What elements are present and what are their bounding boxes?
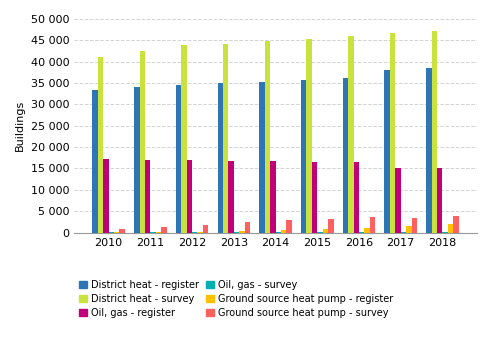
Bar [442,232,448,233]
Bar [134,87,140,233]
Bar [431,31,437,233]
Bar [176,85,181,233]
Bar [453,216,459,233]
Bar [365,228,370,233]
Bar [120,229,125,233]
Bar [161,227,167,233]
Bar [400,232,406,233]
Bar [197,232,203,233]
Bar [203,225,208,233]
Bar [109,232,114,233]
Bar [354,162,359,233]
Bar [259,82,265,233]
Bar [181,45,186,233]
Bar [228,161,234,233]
Bar [270,161,276,233]
Bar [307,39,312,233]
Bar [192,232,197,233]
Bar [406,226,411,233]
Bar [245,222,250,233]
Bar [301,80,307,233]
Bar [343,78,348,233]
Bar [156,232,161,233]
Bar [286,220,292,233]
Bar [114,232,120,233]
Bar [103,159,109,233]
Bar [395,168,400,233]
Bar [437,168,442,233]
Bar [359,232,365,233]
Bar [217,83,223,233]
Bar [411,217,417,233]
Y-axis label: Buildings: Buildings [15,100,25,151]
Bar [239,231,245,233]
Bar [186,160,192,233]
Bar [145,160,151,233]
Bar [317,232,323,233]
Bar [92,90,98,233]
Bar [151,232,156,233]
Bar [448,224,453,233]
Bar [223,44,228,233]
Bar [276,232,281,233]
Bar [312,162,317,233]
Bar [281,230,286,233]
Bar [426,68,431,233]
Bar [140,51,145,233]
Bar [390,33,395,233]
Bar [348,36,354,233]
Bar [370,217,375,233]
Bar [265,41,270,233]
Legend: District heat - register, District heat - survey, Oil, gas - register, Oil, gas : District heat - register, District heat … [79,280,393,318]
Bar [328,219,334,233]
Bar [323,229,328,233]
Bar [98,57,103,233]
Bar [384,70,390,233]
Bar [234,232,239,233]
